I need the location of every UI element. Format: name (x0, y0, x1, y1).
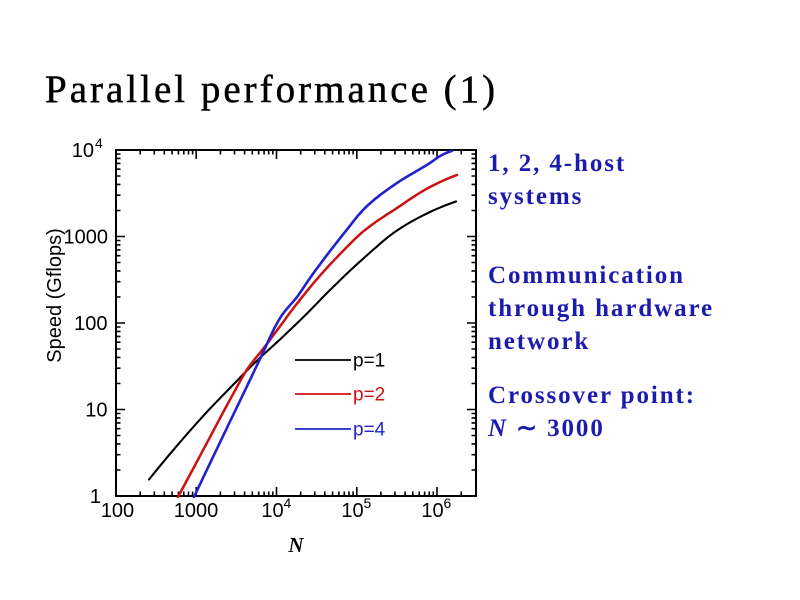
svg-text:10: 10 (261, 500, 283, 522)
svg-text:1000: 1000 (174, 500, 219, 522)
svg-text:p=1: p=1 (353, 351, 385, 372)
svg-text:4: 4 (95, 135, 103, 151)
svg-text:10: 10 (341, 500, 363, 522)
svg-text:10: 10 (72, 140, 94, 162)
svg-text:100: 100 (74, 313, 107, 335)
svg-text:10: 10 (421, 500, 443, 522)
svg-text:100: 100 (101, 500, 134, 522)
svg-text:p=4: p=4 (353, 420, 386, 441)
svg-text:p=2: p=2 (353, 385, 385, 406)
svg-text:1000: 1000 (64, 227, 109, 249)
svg-text:Speed (Gflops): Speed (Gflops) (44, 228, 66, 363)
svg-text:10: 10 (85, 400, 107, 422)
svg-text:5: 5 (364, 495, 372, 511)
svg-text:4: 4 (284, 495, 292, 511)
svg-text:6: 6 (444, 495, 452, 511)
svg-text:1: 1 (90, 486, 101, 508)
svg-text:N: N (287, 533, 304, 557)
